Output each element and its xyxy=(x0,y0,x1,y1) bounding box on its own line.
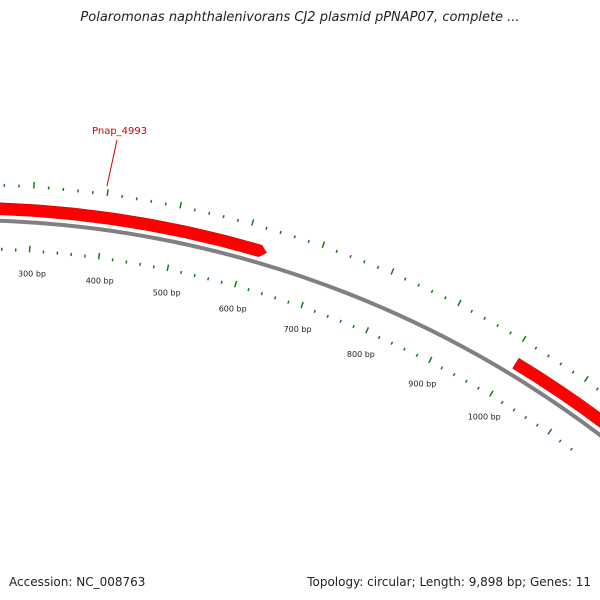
tick-labels: 300 bp 400 bp 500 bp 600 bp 700 bp 800 bp 900 … xyxy=(18,270,501,422)
tick-mark xyxy=(247,288,250,292)
tick-mark xyxy=(166,264,170,272)
tick-label: 500 bp xyxy=(153,288,181,297)
tick-mark xyxy=(440,366,444,370)
tick-mark xyxy=(390,268,395,275)
tick-mark xyxy=(300,301,304,309)
tick-mark xyxy=(349,254,352,259)
tick-mark xyxy=(376,265,380,270)
tick-mark xyxy=(524,415,528,420)
tick-mark xyxy=(293,235,296,239)
tick-mark xyxy=(352,324,355,329)
tick-mark xyxy=(335,249,338,253)
tick-label: 600 bp xyxy=(219,305,247,314)
tick-mark xyxy=(260,291,264,296)
tick-mark xyxy=(558,439,562,443)
tick-mark xyxy=(559,362,563,366)
tick-mark xyxy=(363,260,366,264)
tick-mark xyxy=(279,230,282,235)
tick-mark xyxy=(97,252,101,260)
tick-mark xyxy=(415,353,419,357)
tick-mark xyxy=(534,346,538,350)
summary-text: Topology: circular; Length: 9,898 bp; Ge… xyxy=(307,575,591,589)
tick-mark xyxy=(326,314,329,318)
inner-tick-ring xyxy=(0,245,573,451)
gene-arrow-pnap-4993[interactable] xyxy=(0,202,267,257)
plasmid-backbone xyxy=(0,218,600,438)
tick-mark xyxy=(152,265,155,269)
tick-label: 700 bp xyxy=(284,325,312,334)
tick-mark xyxy=(476,386,480,390)
tick-mark xyxy=(428,356,433,364)
tick-mark xyxy=(139,262,142,266)
tick-mark xyxy=(521,335,527,343)
tick-mark xyxy=(569,447,573,451)
tick-mark xyxy=(273,296,277,300)
tick-mark xyxy=(265,226,268,230)
tick-mark xyxy=(125,260,128,264)
tick-mark xyxy=(452,372,456,377)
tick-mark xyxy=(546,354,550,358)
tick-mark xyxy=(430,289,434,294)
tick-mark xyxy=(377,335,381,340)
tick-mark xyxy=(251,219,255,226)
outer-tick-ring xyxy=(3,181,599,391)
map-title: Polaromonas naphthalenivorans CJ2 plasmi… xyxy=(80,10,520,25)
tick-mark xyxy=(207,277,210,281)
tick-mark xyxy=(535,423,539,427)
tick-mark xyxy=(164,202,167,206)
tick-label: 800 bp xyxy=(347,350,375,359)
tick-label: 1000 bp xyxy=(468,413,501,422)
tick-mark xyxy=(339,319,342,323)
tick-mark xyxy=(444,296,447,300)
tick-mark xyxy=(417,283,420,287)
tick-mark xyxy=(150,199,153,203)
tick-mark xyxy=(106,189,109,197)
tick-mark xyxy=(180,270,183,275)
gene-label-leader-line xyxy=(106,139,118,187)
tick-mark xyxy=(509,331,512,335)
gene-label-pnap-4993[interactable]: Pnap_4993 xyxy=(92,126,147,137)
tick-mark xyxy=(208,211,211,215)
tick-mark xyxy=(390,341,394,345)
gene-arrow[interactable] xyxy=(512,357,600,496)
tick-label: 400 bp xyxy=(86,277,114,286)
tick-mark xyxy=(236,218,240,222)
tick-mark xyxy=(321,241,326,248)
tick-mark xyxy=(179,201,183,209)
tick-mark xyxy=(583,375,589,383)
tick-mark xyxy=(403,347,406,351)
tick-mark xyxy=(483,316,487,321)
tick-mark xyxy=(512,408,516,412)
accession-text: Accession: NC_008763 xyxy=(9,575,146,589)
tick-mark xyxy=(193,208,196,212)
tick-label: 900 bp xyxy=(408,379,436,388)
tick-mark xyxy=(403,277,407,281)
tick-mark xyxy=(287,300,290,304)
tick-mark xyxy=(233,280,238,288)
tick-mark xyxy=(313,309,316,314)
tick-mark xyxy=(470,309,474,314)
tick-mark xyxy=(457,299,462,307)
tick-mark xyxy=(307,239,310,244)
tick-mark xyxy=(496,323,500,328)
tick-mark xyxy=(193,273,196,278)
tick-mark xyxy=(500,400,504,405)
tick-label: 300 bp xyxy=(18,270,46,279)
tick-mark xyxy=(571,370,575,374)
tick-mark xyxy=(595,387,599,391)
tick-mark xyxy=(220,280,223,284)
tick-mark xyxy=(488,390,494,397)
tick-mark xyxy=(365,327,370,334)
tick-mark xyxy=(547,428,553,435)
tick-mark xyxy=(222,215,225,219)
tick-mark xyxy=(464,379,468,383)
